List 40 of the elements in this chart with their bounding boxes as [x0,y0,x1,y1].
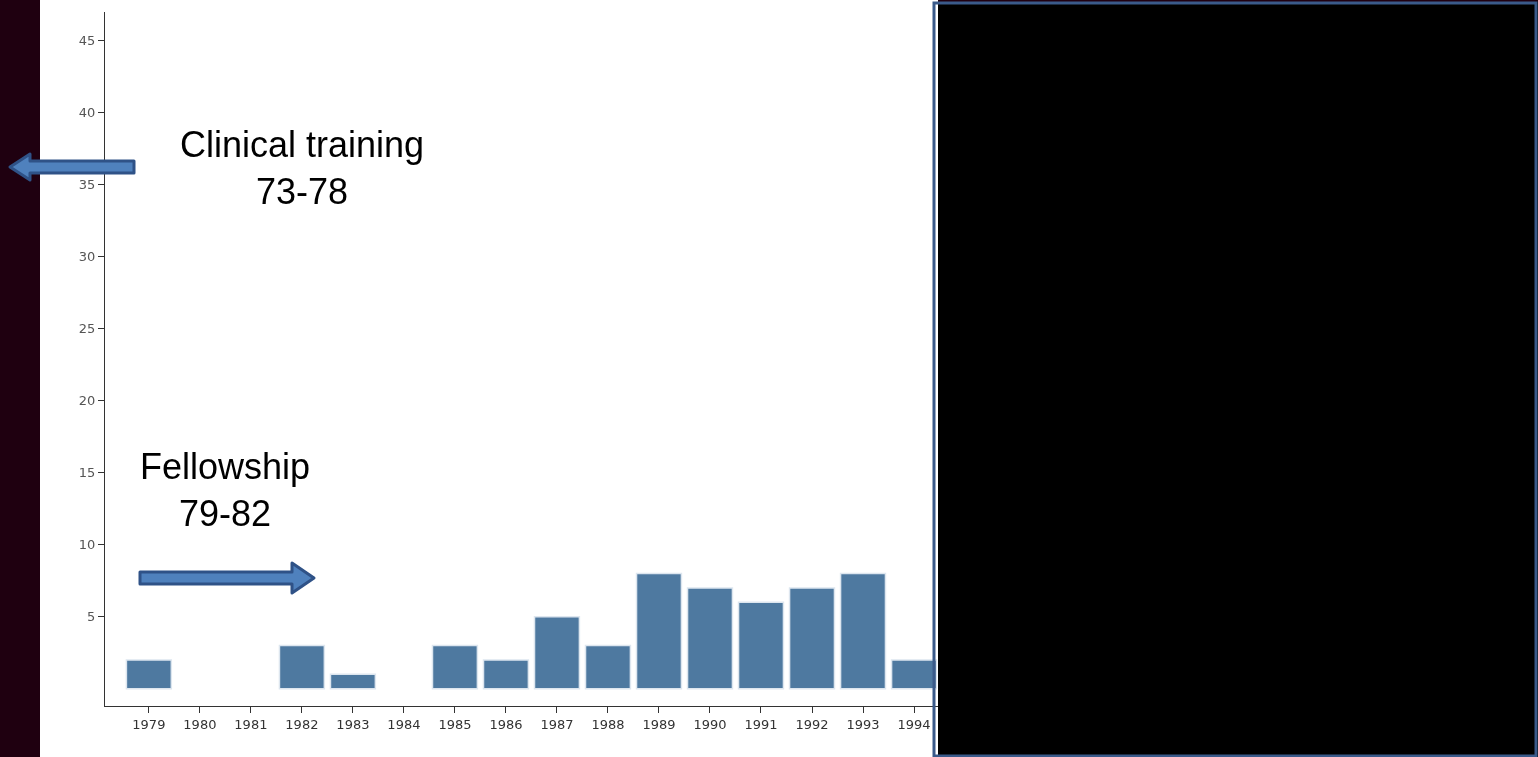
y-tick-label: 25 [78,321,96,337]
bar [278,644,326,690]
bar [584,644,632,690]
x-tick-label: 1984 [387,716,421,732]
bar [737,601,785,690]
annotation: Fellowship 79-82 [140,446,311,534]
y-tick-label: 10 [78,537,96,553]
bar [431,644,479,690]
y-tick-label: 45 [78,33,96,49]
x-tick-label: 1981 [234,716,268,732]
bar [329,673,377,690]
x-tick-label: 1986 [489,716,523,732]
bar [788,587,836,690]
x-tick-label: 1991 [744,716,778,732]
bar [839,572,887,690]
y-tick-label: 30 [78,249,96,265]
bar [635,572,683,690]
x-tick-label: 1993 [846,716,880,732]
x-tick-label: 1979 [132,716,166,732]
y-tick-label: 35 [78,177,96,193]
y-tick-label: 5 [87,609,96,625]
bar [125,659,173,690]
annotation: Clinical training 73-78 [180,124,425,212]
x-tick-label: 1982 [285,716,319,732]
bar [482,659,530,690]
bar [890,659,938,690]
x-tick-label: 1983 [336,716,370,732]
x-tick-label: 1989 [642,716,676,732]
x-tick-label: 1990 [693,716,727,732]
x-tick-label: 1994 [897,716,931,732]
x-tick-label: 1988 [591,716,625,732]
x-tick-label: 1992 [795,716,829,732]
x-tick-label: 1980 [183,716,217,732]
y-tick-label: 40 [78,105,96,121]
bar [686,587,734,690]
y-tick-label: 20 [78,393,96,409]
x-tick-label: 1985 [438,716,472,732]
bar [533,615,581,690]
x-tick-label: 1987 [540,716,574,732]
y-tick-label: 15 [78,465,96,481]
